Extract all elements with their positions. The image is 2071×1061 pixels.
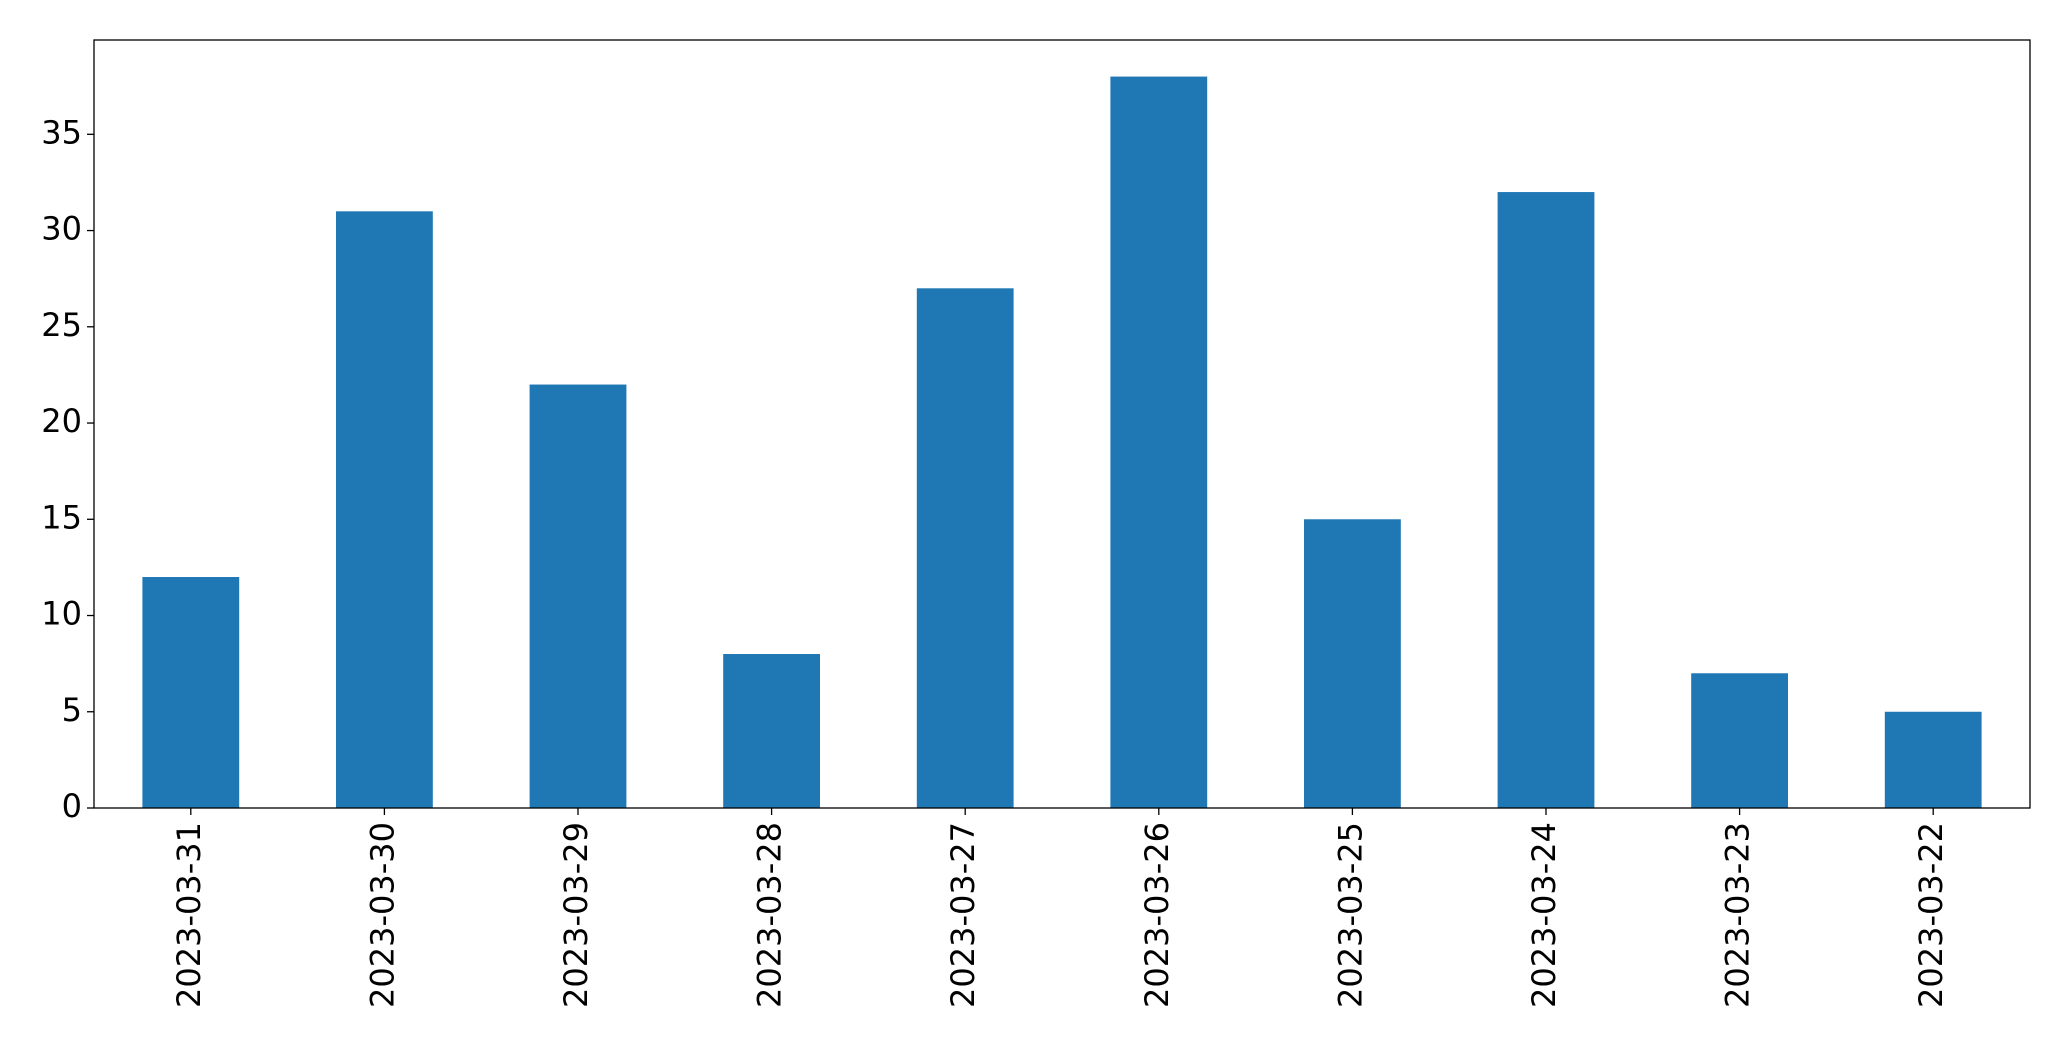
- y-tick-label: 35: [41, 113, 82, 151]
- bar: [1691, 673, 1788, 808]
- bar: [723, 654, 820, 808]
- x-tick-label: 2023-03-23: [1719, 822, 1757, 1008]
- x-tick-label: 2023-03-26: [1138, 822, 1176, 1008]
- bar: [142, 577, 240, 808]
- y-tick-label: 0: [62, 787, 82, 825]
- x-tick-label: 2023-03-22: [1912, 822, 1950, 1008]
- bar: [916, 288, 1014, 808]
- x-tick-label: 2023-03-25: [1331, 822, 1369, 1008]
- x-tick-label: 2023-03-30: [363, 822, 401, 1008]
- y-tick-label: 10: [41, 595, 82, 633]
- x-tick-label: 2023-03-31: [170, 822, 208, 1008]
- y-tick-label: 20: [41, 402, 82, 440]
- bar: [529, 384, 627, 808]
- bar: [1884, 711, 1982, 808]
- bar: [336, 211, 433, 808]
- x-tick-label: 2023-03-27: [944, 822, 982, 1008]
- plot-frame: [93, 39, 2031, 809]
- bar: [1110, 76, 1208, 809]
- y-tick-label: 15: [41, 498, 82, 536]
- x-tick-label: 2023-03-28: [751, 822, 789, 1008]
- y-tick-label: 5: [62, 691, 82, 729]
- x-tick-label: 2023-03-29: [557, 822, 595, 1008]
- bar: [1497, 192, 1595, 808]
- y-tick-label: 30: [41, 210, 82, 248]
- bar: [1304, 519, 1401, 808]
- x-tick-label: 2023-03-24: [1525, 822, 1563, 1008]
- y-tick-label: 25: [41, 306, 82, 344]
